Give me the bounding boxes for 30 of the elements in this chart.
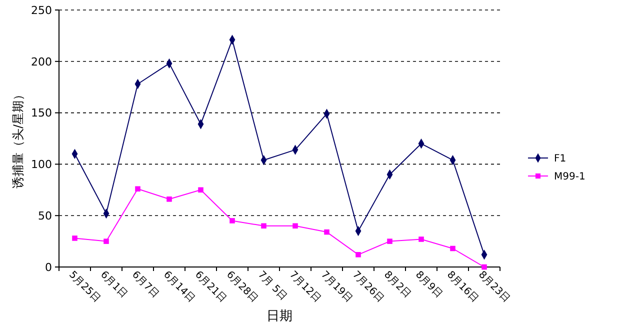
- y-tick-label: 0: [45, 260, 52, 274]
- point: [418, 236, 424, 242]
- x-tick-label: 6月7日: [130, 269, 161, 300]
- point: [387, 238, 392, 244]
- y-tick-label: 100: [31, 158, 52, 172]
- x-tick-label: 6月14日: [161, 269, 197, 305]
- point: [292, 223, 298, 229]
- y-tick-label: 150: [31, 106, 52, 120]
- point: [72, 236, 78, 241]
- point: [482, 264, 487, 270]
- point: [450, 246, 456, 252]
- y-tick-label: 50: [38, 209, 52, 222]
- point: [104, 238, 109, 244]
- y-tick-label: 200: [31, 55, 52, 68]
- x-tick-label: 7月12日: [287, 269, 323, 305]
- x-tick-label: 8月9日: [413, 269, 444, 300]
- point: [135, 186, 140, 192]
- point: [230, 218, 235, 224]
- point: [261, 223, 266, 229]
- point: [166, 196, 172, 202]
- x-tick-label: 8月16日: [444, 269, 480, 305]
- legend-label: F1: [554, 154, 566, 164]
- point: [356, 252, 361, 258]
- point: [324, 229, 330, 235]
- point: [198, 187, 204, 193]
- legend-label: M99-1: [554, 172, 586, 182]
- y-tick-label: 250: [31, 4, 52, 17]
- x-axis-title: 日期: [266, 309, 292, 324]
- y-axis-title: 诱捕量（头/星期）: [11, 88, 25, 189]
- x-tick-label: 5月25日: [66, 269, 102, 305]
